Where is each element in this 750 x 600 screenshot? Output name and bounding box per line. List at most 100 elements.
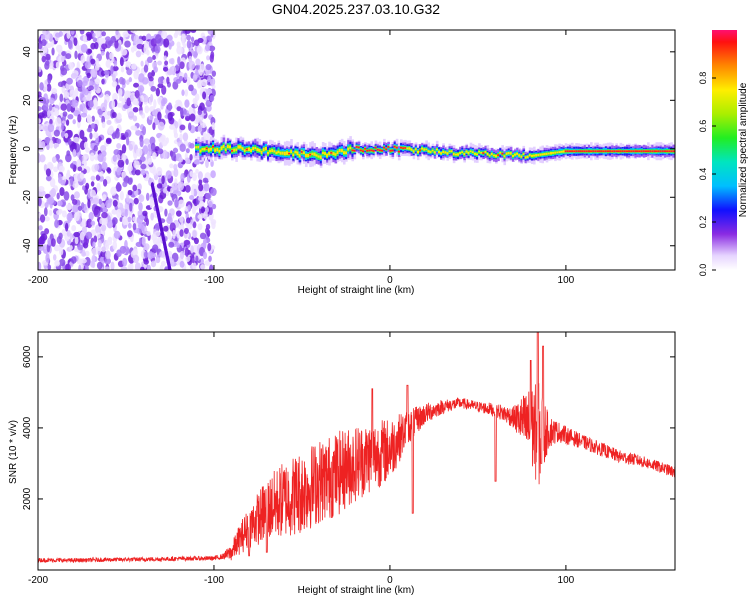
carrier-core-cell bbox=[590, 150, 593, 153]
noise-blob bbox=[165, 170, 172, 179]
noise-blob bbox=[44, 44, 48, 54]
noise-blob bbox=[41, 39, 47, 47]
noise-blob bbox=[119, 57, 124, 67]
noise-blob bbox=[149, 94, 154, 103]
noise-blob bbox=[206, 55, 211, 61]
carrier-core-cell bbox=[600, 150, 604, 153]
noise-blob bbox=[89, 189, 97, 198]
noise-blob bbox=[125, 61, 132, 68]
x-tick-label: 100 bbox=[558, 575, 575, 586]
noise-blob bbox=[195, 168, 199, 174]
noise-blob bbox=[184, 99, 190, 108]
noise-blob bbox=[135, 147, 143, 157]
noise-blob bbox=[103, 216, 108, 226]
carrier-band-cell bbox=[425, 148, 428, 151]
noise-blob bbox=[112, 73, 116, 83]
noise-blob bbox=[46, 83, 52, 92]
noise-blob bbox=[192, 262, 197, 270]
noise-blob bbox=[198, 183, 204, 192]
noise-blob bbox=[54, 219, 60, 228]
noise-blob bbox=[115, 30, 119, 36]
noise-blob bbox=[113, 230, 121, 239]
noise-blob bbox=[190, 36, 195, 43]
colorbar-tick-label: 0.6 bbox=[698, 120, 708, 133]
noise-blob bbox=[179, 143, 186, 152]
noise-blob bbox=[82, 241, 89, 249]
noise-blob bbox=[53, 244, 61, 252]
carrier-band-cell bbox=[435, 148, 439, 151]
noise-blob bbox=[139, 266, 145, 270]
noise-blob bbox=[134, 262, 141, 270]
noise-blob bbox=[139, 87, 143, 97]
noise-blob bbox=[65, 82, 70, 90]
noise-blob bbox=[197, 196, 204, 202]
noise-blob bbox=[61, 122, 65, 131]
noise-blob bbox=[154, 230, 161, 238]
noise-blob bbox=[92, 197, 100, 205]
carrier-band-cell bbox=[195, 146, 198, 149]
noise-blob bbox=[120, 266, 128, 270]
carrier-band-cell bbox=[258, 148, 262, 152]
noise-blob bbox=[89, 132, 93, 140]
noise-blob bbox=[66, 77, 73, 85]
noise-blob bbox=[61, 229, 66, 237]
noise-blob bbox=[68, 129, 73, 139]
noise-blob bbox=[80, 258, 87, 264]
carrier-core-cell bbox=[573, 150, 576, 153]
carrier-band-cell bbox=[524, 156, 528, 159]
carrier-band-cell bbox=[427, 150, 431, 153]
noise-blob bbox=[69, 89, 76, 98]
noise-blob bbox=[155, 87, 161, 97]
noise-blob bbox=[62, 111, 68, 117]
y-tick-label: 20 bbox=[22, 94, 33, 106]
noise-blob bbox=[87, 198, 91, 209]
noise-blob bbox=[77, 114, 82, 123]
carrier-band-cell bbox=[271, 149, 274, 153]
noise-blob bbox=[177, 56, 181, 66]
noise-blob bbox=[133, 197, 139, 205]
noise-blob bbox=[45, 175, 52, 182]
noise-blob bbox=[124, 131, 129, 138]
noise-blob bbox=[127, 189, 133, 196]
noise-blob bbox=[144, 105, 150, 114]
carrier-core-cell bbox=[501, 152, 504, 155]
noise-blob bbox=[49, 103, 53, 111]
noise-blob bbox=[132, 216, 137, 222]
carrier-band-cell bbox=[433, 151, 437, 154]
noise-blob bbox=[38, 42, 43, 50]
noise-blob bbox=[156, 183, 163, 189]
noise-blob bbox=[89, 152, 95, 162]
carrier-core-cell bbox=[399, 146, 403, 149]
carrier-core-cell bbox=[615, 150, 618, 153]
noise-blob bbox=[191, 206, 196, 215]
noise-blob bbox=[110, 186, 117, 196]
noise-blob bbox=[136, 216, 144, 225]
noise-blob bbox=[91, 254, 96, 264]
noise-blob bbox=[56, 210, 62, 215]
carrier-band-cell bbox=[547, 152, 551, 155]
noise-blob bbox=[199, 102, 205, 111]
noise-blob bbox=[161, 98, 166, 107]
noise-blob bbox=[38, 112, 45, 119]
noise-blob bbox=[189, 113, 196, 122]
carrier-band-cell bbox=[522, 153, 526, 155]
noise-blob bbox=[161, 85, 167, 95]
carrier-core-cell bbox=[659, 150, 663, 153]
noise-blob bbox=[147, 143, 153, 152]
noise-blob bbox=[131, 63, 137, 70]
noise-blob bbox=[192, 230, 197, 238]
noise-blob bbox=[59, 247, 64, 256]
carrier-band-cell bbox=[285, 151, 289, 155]
carrier-core-cell bbox=[330, 151, 333, 154]
carrier-band-cell bbox=[334, 153, 338, 156]
noise-blob bbox=[114, 40, 119, 49]
carrier-core-cell bbox=[649, 150, 652, 153]
noise-blob bbox=[76, 159, 81, 167]
carrier-band-cell bbox=[345, 151, 348, 155]
noise-blob bbox=[66, 103, 72, 112]
noise-blob bbox=[79, 129, 85, 140]
noise-blob bbox=[178, 75, 183, 82]
noise-blob bbox=[142, 94, 149, 103]
carrier-band-cell bbox=[539, 153, 542, 156]
noise-blob bbox=[53, 143, 58, 149]
